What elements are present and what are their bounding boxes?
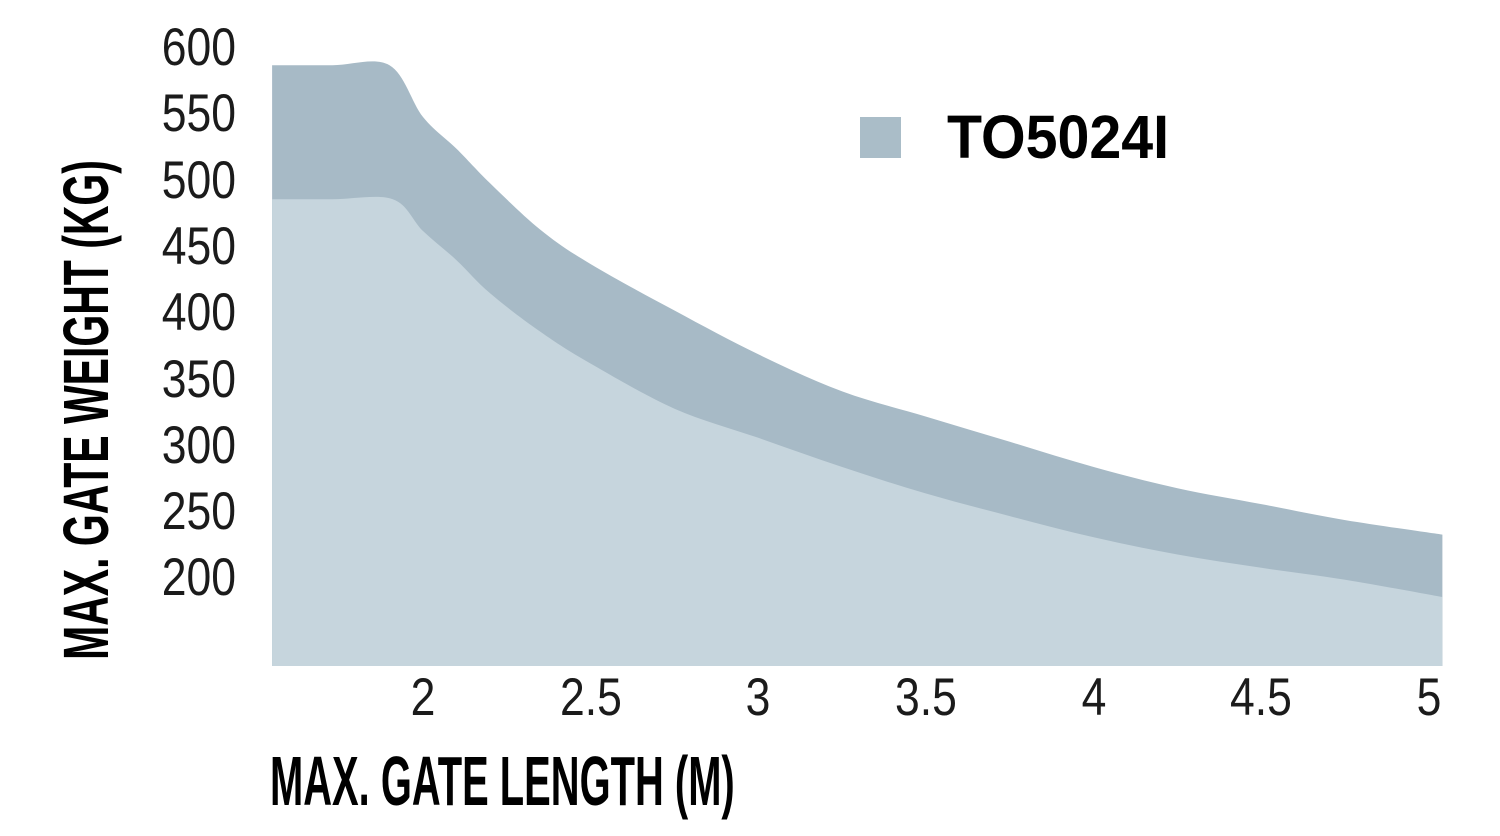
x-tick-label: 5 xyxy=(1416,668,1442,727)
x-tick-label: 2 xyxy=(410,668,436,727)
y-tick-label: 550 xyxy=(161,84,236,144)
y-tick-label: 200 xyxy=(161,548,236,608)
legend: TO5024I xyxy=(860,107,1183,168)
x-tick-label: 3.5 xyxy=(895,668,957,727)
area-lower-band xyxy=(272,196,1443,667)
legend-swatch-to5024i xyxy=(860,117,901,158)
y-tick-label: 400 xyxy=(161,283,236,343)
x-tick-label: 2.5 xyxy=(559,668,622,727)
y-tick-label: 450 xyxy=(161,216,236,276)
y-tick-label: 250 xyxy=(161,482,236,542)
x-tick-label: 4 xyxy=(1081,668,1107,727)
x-tick-label: 3 xyxy=(745,668,771,727)
y-tick-label: 350 xyxy=(161,349,236,409)
y-tick-label: 600 xyxy=(161,18,236,77)
x-tick-label: 4.5 xyxy=(1230,668,1293,727)
x-axis-title: MAX. GATE LENGTH (M) xyxy=(270,742,735,820)
legend-label: TO5024I xyxy=(947,103,1170,171)
y-axis-title: MAX. GATE WEIGHT (KG) xyxy=(50,160,122,660)
y-tick-label: 500 xyxy=(161,150,236,210)
y-tick-label: 300 xyxy=(161,415,236,475)
